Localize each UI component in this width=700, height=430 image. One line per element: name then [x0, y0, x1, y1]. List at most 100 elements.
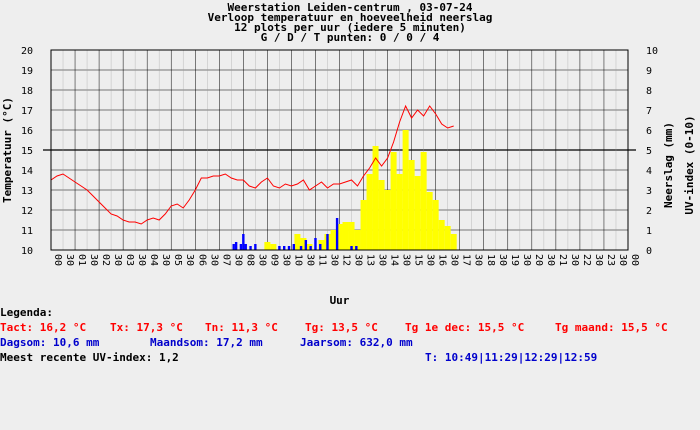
rain-bar	[292, 244, 296, 250]
x-tick-label-half: 30	[497, 254, 508, 266]
x-tick-label: 05	[172, 254, 183, 266]
x-tick-label: 09	[268, 254, 279, 266]
y-right-axis-label-uv: UV-index (0-10)	[683, 115, 696, 214]
rain-bar	[234, 242, 238, 250]
uv-bar	[444, 226, 451, 250]
x-tick-label-half: 30	[449, 254, 460, 266]
chart-title-line: Weerstation Leiden-centrum , 03-07-24	[227, 1, 472, 14]
y-right-tick-label: 6	[646, 126, 652, 137]
x-tick-label-half: 30	[353, 254, 364, 266]
y-left-tick-label: 17	[21, 106, 33, 117]
x-tick-label-half: 30	[184, 254, 195, 266]
x-tick-label-half: 30	[425, 254, 436, 266]
rain-bar	[254, 244, 257, 250]
x-tick-label: 06	[196, 254, 207, 266]
x-axis-label: Uur	[330, 294, 350, 307]
rain-bar	[319, 244, 322, 250]
uv-bar	[294, 234, 301, 250]
uv-bar	[408, 160, 415, 250]
uv-bar	[450, 234, 457, 250]
rain-bar	[355, 246, 358, 250]
uv-bar	[342, 222, 349, 250]
x-tick-label-half: 30	[88, 254, 99, 266]
legend-times: T: 10:49|11:29|12:29|12:59	[425, 351, 598, 364]
legend-tn: Tn: 11,3 °C	[205, 321, 278, 334]
x-tick-label-half: 30	[112, 254, 123, 266]
uv-bar	[366, 174, 373, 250]
uv-bar	[426, 192, 433, 250]
uv-bar	[396, 174, 403, 250]
x-tick-label: 01	[76, 254, 87, 266]
x-tick-label-half: 30	[280, 254, 291, 266]
y-left-tick-label: 14	[21, 166, 33, 177]
x-tick-label-half: 30	[160, 254, 171, 266]
uv-bar	[336, 224, 343, 250]
x-tick-label: 18	[485, 254, 496, 266]
y-right-tick-label: 8	[646, 86, 652, 97]
rain-bar	[283, 246, 286, 250]
legend-tact: Tact: 16,2 °C	[0, 321, 87, 334]
x-tick-label: 21	[557, 254, 568, 266]
x-tick-label: 11	[316, 254, 327, 266]
x-tick-label-half: 30	[473, 254, 484, 266]
x-tick-label: 13	[365, 254, 376, 266]
y-right-tick-label: 3	[646, 186, 652, 197]
y-left-tick-label: 12	[21, 206, 33, 217]
x-tick-label: 03	[124, 254, 135, 266]
y-left-tick-label: 20	[21, 46, 33, 57]
uv-bar	[264, 242, 271, 250]
x-tick-label-half: 30	[521, 254, 532, 266]
y-right-axis-label-rain: Neerslag (mm)	[662, 122, 675, 208]
uv-bar	[390, 152, 397, 250]
rain-bar	[350, 246, 353, 250]
x-tick-label-half: 30	[328, 254, 339, 266]
x-tick-label: 22	[581, 254, 592, 266]
rain-bar	[314, 238, 317, 250]
x-tick-label-half: 30	[208, 254, 219, 266]
uv-bar	[360, 200, 367, 250]
legend-uv-recent: Meest recente UV-index: 1,2	[0, 351, 179, 364]
x-tick-label-half: 30	[304, 254, 315, 266]
x-tick-label-half: 30	[569, 254, 580, 266]
x-tick-label-half: 30	[64, 254, 75, 266]
y-right-tick-label: 10	[646, 46, 658, 57]
y-left-tick-label: 10	[21, 246, 33, 257]
x-tick-label: 12	[341, 254, 352, 266]
rain-bar	[335, 218, 339, 250]
legend-maandsom: Maandsom: 17,2 mm	[150, 336, 263, 349]
legend-tg-dec: Tg 1e dec: 15,5 °C	[405, 321, 525, 334]
legend-dagsom: Dagsom: 10,6 mm	[0, 336, 100, 349]
x-tick-label: 17	[461, 254, 472, 266]
x-tick-label-half: 30	[232, 254, 243, 266]
uv-bar	[438, 220, 445, 250]
y-left-tick-label: 11	[21, 226, 33, 237]
rain-bar	[309, 246, 312, 250]
y-right-tick-label: 4	[646, 166, 652, 177]
x-tick-label-half: 30	[401, 254, 412, 266]
y-right-tick-label: 7	[646, 106, 652, 117]
x-tick-label: 16	[437, 254, 448, 266]
uv-bar	[372, 146, 379, 250]
legend-tg-maand: Tg maand: 15,5 °C	[555, 321, 668, 334]
chart-title-line: 12 plots per uur (iedere 5 minuten)	[234, 21, 466, 34]
rain-bar	[242, 234, 245, 250]
x-tick-label: 02	[100, 254, 111, 266]
uv-bar	[420, 152, 427, 250]
rain-bar	[249, 246, 252, 250]
legend-tg: Tg: 13,5 °C	[305, 321, 378, 334]
x-tick-label-half: 30	[617, 254, 628, 266]
x-tick-label-half: 30	[256, 254, 267, 266]
uv-bar	[348, 222, 355, 250]
x-tick-label-half: 30	[377, 254, 388, 266]
y-right-tick-label: 0	[646, 246, 652, 257]
rain-bar	[244, 244, 247, 250]
legend-heading: Legenda:	[0, 306, 53, 319]
temperature-rain-chart: Weerstation Leiden-centrum , 03-07-24Ver…	[1, 1, 696, 307]
x-tick-label: 23	[605, 254, 616, 266]
uv-bar	[330, 230, 337, 250]
x-tick-label: 07	[220, 254, 231, 266]
y-left-tick-label: 19	[21, 66, 33, 77]
x-tick-label-half: 30	[593, 254, 604, 266]
rain-bar	[239, 244, 243, 250]
y-left-tick-label: 18	[21, 86, 33, 97]
